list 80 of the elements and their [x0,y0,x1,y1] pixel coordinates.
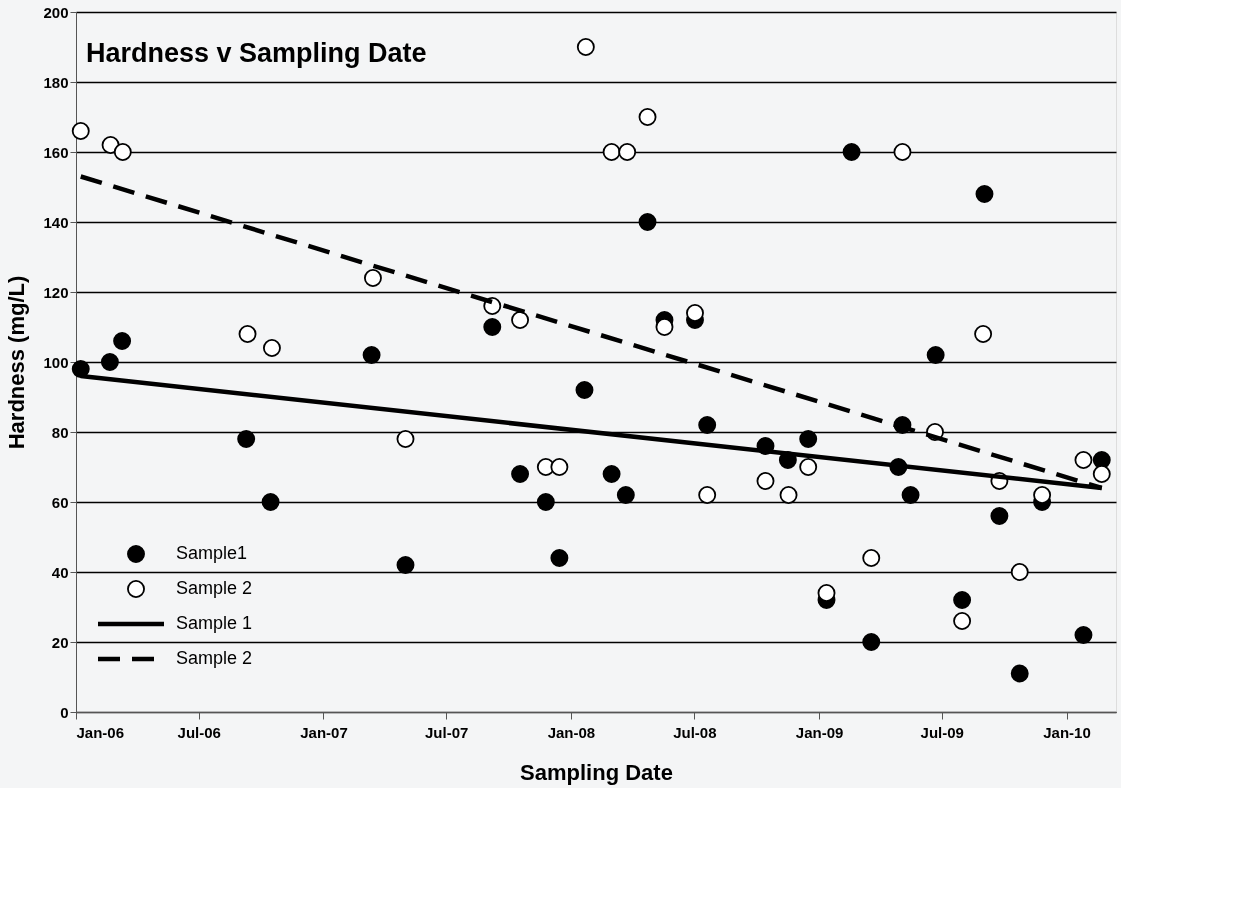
point [511,465,530,483]
point [698,486,717,504]
point [1010,664,1029,683]
point [756,472,775,490]
point [862,633,881,651]
point [990,507,1009,525]
x-tick-label: Jan-06 [76,723,125,741]
point [638,213,657,231]
point [655,318,674,336]
text: Hardness v Sampling Date [86,38,427,68]
point [71,360,90,378]
x-tick-label: Jan-09 [795,723,844,741]
point [638,108,657,126]
point [799,430,818,448]
y-tick-label: 40 [51,563,69,581]
point [113,332,132,350]
point [100,353,119,371]
point [686,304,704,322]
point [862,549,881,567]
point [1092,465,1111,483]
point [1074,451,1093,469]
point [550,458,569,476]
legend-label: Sample 1 [176,613,253,633]
point [618,143,637,161]
point [953,612,972,630]
point [511,311,530,329]
point [602,465,621,483]
point [1074,626,1093,644]
point [396,556,415,574]
point [237,430,256,448]
point [616,486,635,504]
y-tick-label: 0 [60,703,69,721]
legend-label: Sample 2 [176,648,253,668]
point [1010,563,1029,581]
point [698,416,717,434]
y-tick-label: 60 [51,493,69,511]
y-tick-label: 20 [51,633,69,651]
point [536,493,555,511]
point [550,549,569,567]
x-tick-label: Jul-06 [177,723,221,741]
y-tick-label: 80 [51,423,69,441]
point [238,325,257,343]
point [953,591,972,609]
point [975,185,994,203]
point [779,486,798,504]
point [396,430,415,448]
x-tick-label: Jul-08 [673,723,717,741]
x-tick-label: Jan-07 [300,723,348,741]
point [602,143,621,161]
point [262,339,281,357]
y-axis-title: Hardness (mg/L) [4,275,30,450]
legend-label: Sample1 [176,543,248,563]
x-tick-label: Jan-08 [547,723,596,741]
y-tick-label: 120 [43,283,69,301]
point [901,486,920,504]
point [261,493,280,511]
y-tick-label: 200 [43,3,69,21]
x-tick-label: Jul-09 [920,723,964,741]
point [575,381,594,399]
y-tick-label: 140 [43,213,69,231]
point [1033,486,1052,504]
y-tick-label: 160 [43,143,69,161]
x-tick-label: Jan-10 [1043,723,1091,741]
point [926,346,945,364]
point [974,325,993,343]
y-tick-label: 180 [43,73,69,91]
x-tick-label: Jul-07 [424,723,469,741]
x-axis-title: Sampling Date [520,759,673,785]
point [113,143,132,161]
point [817,584,836,602]
point [893,143,912,161]
point [363,269,382,287]
y-tick-label: 100 [43,353,69,371]
point [842,143,861,161]
point [576,38,595,56]
point [71,122,90,140]
legend-label: Sample 2 [176,578,253,598]
point [799,458,818,476]
point [483,318,502,336]
point [362,346,381,364]
